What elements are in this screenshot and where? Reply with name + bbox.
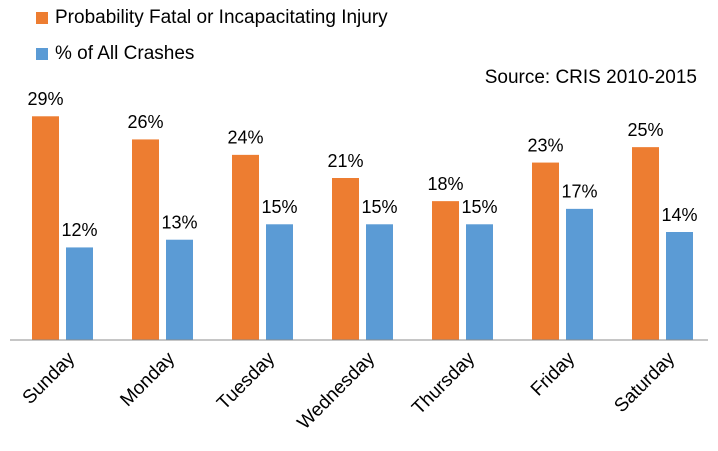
data-label: 24% — [227, 128, 263, 148]
data-label: 18% — [427, 174, 463, 194]
bar — [632, 147, 659, 340]
legend-label: Probability Fatal or Incapacitating Inju… — [55, 7, 388, 28]
legend-swatch — [36, 48, 48, 60]
bar — [432, 201, 459, 340]
data-label: 15% — [261, 197, 297, 217]
data-label: 14% — [661, 205, 697, 225]
bar — [32, 116, 59, 341]
data-label: 15% — [361, 197, 397, 217]
x-tick-label: Friday — [527, 348, 580, 401]
bar — [566, 208, 593, 340]
bar — [532, 162, 559, 340]
bar — [266, 224, 293, 340]
data-label: 25% — [627, 120, 663, 140]
x-tick-label: Saturday — [610, 348, 679, 417]
x-tick-label: Sunday — [19, 348, 80, 409]
x-tick-label: Monday — [116, 348, 179, 411]
data-label: 17% — [561, 182, 597, 202]
data-label: 15% — [461, 197, 497, 217]
bar — [332, 178, 359, 340]
bar — [232, 154, 259, 340]
bar — [132, 139, 159, 340]
x-tick-label: Thursday — [408, 348, 479, 419]
data-label: 26% — [127, 112, 163, 132]
data-label: 29% — [27, 89, 63, 109]
source-note: Source: CRIS 2010-2015 — [485, 67, 697, 88]
bar — [366, 224, 393, 340]
data-label: 13% — [161, 212, 197, 232]
data-label: 12% — [61, 220, 97, 240]
legend-swatch — [36, 12, 48, 24]
bar — [466, 224, 493, 340]
bar — [166, 239, 193, 340]
data-label: 21% — [327, 151, 363, 171]
bar — [66, 247, 93, 340]
x-tick-label: Tuesday — [213, 348, 279, 414]
legend-label: % of All Crashes — [55, 43, 194, 64]
bar — [666, 232, 693, 340]
x-tick-label: Wednesday — [294, 348, 380, 434]
data-label: 23% — [527, 135, 563, 155]
